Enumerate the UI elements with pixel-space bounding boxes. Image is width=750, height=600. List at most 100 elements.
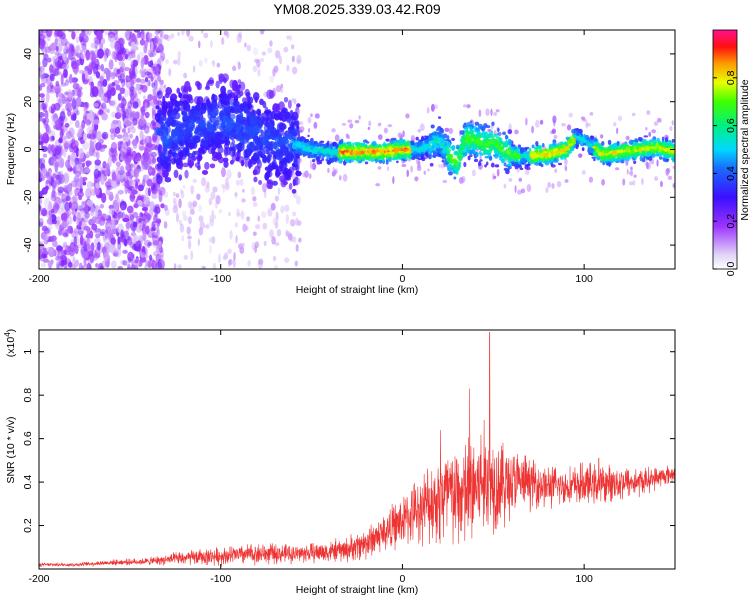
heatmap-cell xyxy=(94,188,100,196)
heatmap-cell xyxy=(207,124,214,133)
heatmap-cell xyxy=(253,110,258,115)
heatmap-cell xyxy=(200,177,207,187)
heatmap-cell xyxy=(280,178,287,188)
heatmap-cell xyxy=(47,143,52,154)
heatmap-cell xyxy=(114,71,122,78)
heatmap-cells xyxy=(39,30,675,269)
heatmap-cell xyxy=(318,144,323,148)
heatmap-cell xyxy=(39,221,44,228)
heatmap-cell xyxy=(199,120,207,129)
heatmap-cell xyxy=(593,158,596,162)
heatmap-cell xyxy=(238,31,242,39)
heatmap-cell xyxy=(430,124,435,129)
heatmap-cell xyxy=(108,59,114,70)
heatmap-cell xyxy=(148,32,153,38)
heatmap-cell xyxy=(127,236,133,246)
heatmap-cell xyxy=(39,85,43,91)
heatmap-cell xyxy=(261,149,266,158)
heatmap-cell xyxy=(61,94,66,105)
heatmap-cell xyxy=(272,68,276,77)
heatmap-cell xyxy=(134,178,141,183)
heatmap-cell xyxy=(493,133,498,137)
heatmap-cell xyxy=(499,157,504,161)
heatmap-cell xyxy=(71,230,79,239)
heatmap-cell xyxy=(67,109,72,117)
heatmap-cell xyxy=(581,170,586,175)
heatmap-cell xyxy=(292,120,300,126)
heatmap-cell xyxy=(566,124,572,131)
heatmap-cell xyxy=(263,240,267,247)
heatmap-cell xyxy=(93,38,100,46)
heatmap-cell xyxy=(113,252,118,257)
heatmap-cell xyxy=(402,130,405,138)
heatmap-cell xyxy=(156,185,160,190)
heatmap-cell xyxy=(50,42,58,51)
heatmap-cell xyxy=(109,75,115,80)
heatmap-cell xyxy=(55,216,61,225)
heatmap-cell xyxy=(197,155,203,161)
heatmap-cell xyxy=(437,116,442,119)
heatmap-cell xyxy=(211,110,218,117)
heatmap-cell xyxy=(120,204,125,212)
heatmap-cell xyxy=(60,221,68,229)
heatmap-cell xyxy=(151,192,158,199)
heatmap-cell xyxy=(95,142,102,151)
heatmap-cell xyxy=(73,175,80,183)
heatmap-cell xyxy=(54,30,60,37)
heatmap-cell xyxy=(62,210,70,220)
heatmap-cell xyxy=(524,146,528,151)
heatmap-cell xyxy=(253,58,259,64)
heatmap-cell xyxy=(313,141,318,145)
heatmap-cell xyxy=(428,154,432,160)
heatmap-cell xyxy=(272,103,280,113)
heatmap-cell xyxy=(177,50,181,60)
heatmap-cell xyxy=(503,162,507,167)
heatmap-cell xyxy=(658,156,663,160)
heatmap-cell xyxy=(133,30,141,33)
heatmap-cell xyxy=(377,122,382,127)
heatmap-cell xyxy=(79,32,87,37)
heatmap-cell xyxy=(141,57,146,66)
heatmap-cell xyxy=(81,73,86,83)
heatmap-cell xyxy=(84,166,90,173)
heatmap-cell xyxy=(71,264,77,269)
heatmap-cell xyxy=(235,134,242,142)
heatmap-cell xyxy=(503,183,507,189)
heatmap-cell xyxy=(206,181,210,189)
heatmap-cell xyxy=(347,134,350,140)
heatmap-cell xyxy=(469,120,473,124)
heatmap-cell xyxy=(68,247,76,257)
heatmap-cell xyxy=(267,164,273,173)
heatmap-cell xyxy=(172,59,178,65)
heatmap-cell xyxy=(100,73,106,79)
heatmap-cell xyxy=(582,147,585,152)
heatmap-cell xyxy=(237,212,241,217)
heatmap-cell xyxy=(144,102,149,112)
heatmap-cell xyxy=(152,240,159,246)
heatmap-cell xyxy=(548,159,553,164)
heatmap-cell xyxy=(656,117,662,123)
heatmap-cell xyxy=(108,220,113,228)
heatmap-cell xyxy=(65,48,72,54)
heatmap-cell xyxy=(199,221,205,230)
heatmap-cell xyxy=(56,60,60,72)
heatmap-cell xyxy=(70,114,77,121)
heatmap-cell xyxy=(192,200,198,208)
heatmap-cell xyxy=(144,186,150,197)
heatmap-cell xyxy=(354,119,360,124)
heatmap-cell xyxy=(437,131,442,135)
chart-title: YM08.2025.339.03.42.R09 xyxy=(273,1,441,17)
heatmap-cell xyxy=(654,176,659,182)
heatmap-cell xyxy=(308,128,311,133)
heatmap-cell xyxy=(163,137,171,144)
heatmap-cell xyxy=(84,101,89,108)
heatmap-cell xyxy=(157,190,163,195)
heatmap-cell xyxy=(180,190,185,199)
heatmap-cell xyxy=(84,168,92,174)
heatmap-cell xyxy=(82,38,87,47)
heatmap-cell xyxy=(117,141,123,152)
heatmap-cell xyxy=(298,121,304,126)
heatmap-cell xyxy=(490,108,493,116)
heatmap-cell xyxy=(95,59,99,65)
heatmap-cell xyxy=(295,217,299,226)
